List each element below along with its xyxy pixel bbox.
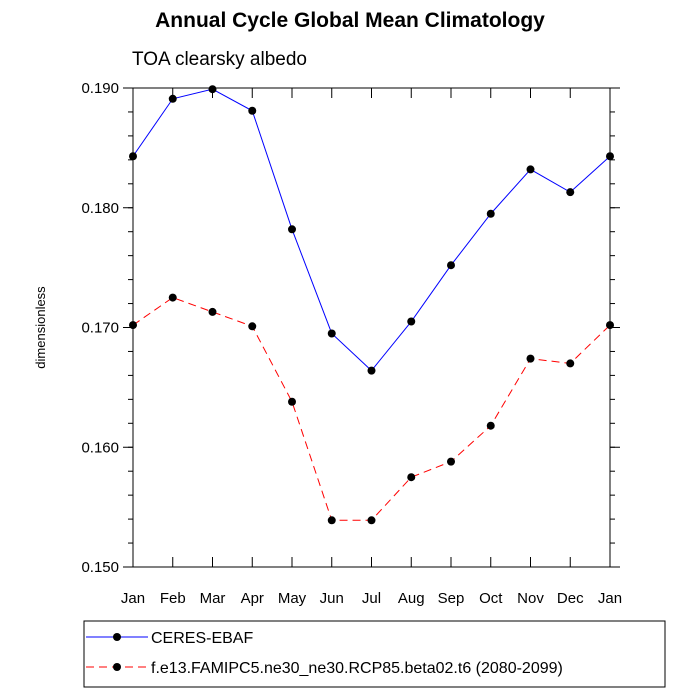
data-point xyxy=(526,165,535,174)
axes: Jan Feb Mar Apr May Jun Jul Aug Sep Oct Nov Dec Jan0… xyxy=(33,80,622,607)
data-point xyxy=(566,188,575,197)
data-point xyxy=(486,421,495,430)
plot-series xyxy=(129,85,614,525)
series-line-2 xyxy=(132,297,611,521)
data-point xyxy=(447,261,455,270)
data-point xyxy=(208,307,217,316)
x-tick-label: Jan xyxy=(121,590,145,607)
legend-box xyxy=(83,620,666,688)
x-tick-label: Jun xyxy=(320,590,344,607)
x-tick-label: Jul xyxy=(362,590,381,607)
y-tick-label: 0.160 xyxy=(81,439,119,456)
data-point xyxy=(367,366,376,375)
x-tick-label: Feb xyxy=(160,590,186,607)
y-tick-label: 0.170 xyxy=(81,320,119,337)
data-point xyxy=(526,354,535,363)
data-point xyxy=(407,317,416,326)
data-point xyxy=(367,516,376,525)
x-tick-label: Dec xyxy=(557,590,584,607)
data-point xyxy=(248,322,257,331)
data-point xyxy=(566,359,575,368)
x-tick-label: Sep xyxy=(438,590,465,607)
data-point xyxy=(168,94,177,103)
data-point xyxy=(606,321,614,330)
data-point xyxy=(486,209,495,218)
x-tick-label: Apr xyxy=(241,590,264,607)
data-point xyxy=(327,516,336,525)
x-tick-label: Aug xyxy=(398,590,425,607)
x-tick-label: Jan xyxy=(598,590,622,607)
x-tick-label: Oct xyxy=(479,590,503,607)
data-point xyxy=(447,457,455,466)
x-tick-label: Nov xyxy=(517,590,544,607)
data-point xyxy=(606,152,614,161)
y-tick-label: 0.190 xyxy=(81,80,119,97)
legend-marker xyxy=(113,663,121,671)
chart-title: Annual Cycle Global Mean Climatology xyxy=(155,9,545,32)
data-point xyxy=(407,473,416,482)
x-tick-label: Mar xyxy=(200,590,226,607)
data-point xyxy=(248,106,257,115)
y-tick-label: 0.150 xyxy=(81,559,119,576)
data-point xyxy=(208,85,217,94)
legend-label: CERES-EBAF xyxy=(151,630,253,647)
data-point xyxy=(288,225,296,234)
data-point xyxy=(288,397,296,406)
legend-label: f.e13.FAMIPC5.ne30_ne30.RCP85.beta02.t6 … xyxy=(151,660,563,677)
legend: CERES-EBAF f.e13.FAMIPC5.ne30_ne30.RCP85.… xyxy=(83,620,666,688)
legend-marker xyxy=(113,633,121,641)
y-axis-label: dimensionless xyxy=(33,286,48,369)
series-line-1 xyxy=(132,88,611,372)
x-tick-label: May xyxy=(278,590,307,607)
data-point xyxy=(129,152,137,161)
chart-subtitle: TOA clearsky albedo xyxy=(132,49,307,70)
y-tick-label: 0.180 xyxy=(81,200,119,217)
data-point xyxy=(129,321,137,330)
data-point xyxy=(168,293,177,302)
data-point xyxy=(327,329,336,338)
plot-frame xyxy=(132,87,611,568)
